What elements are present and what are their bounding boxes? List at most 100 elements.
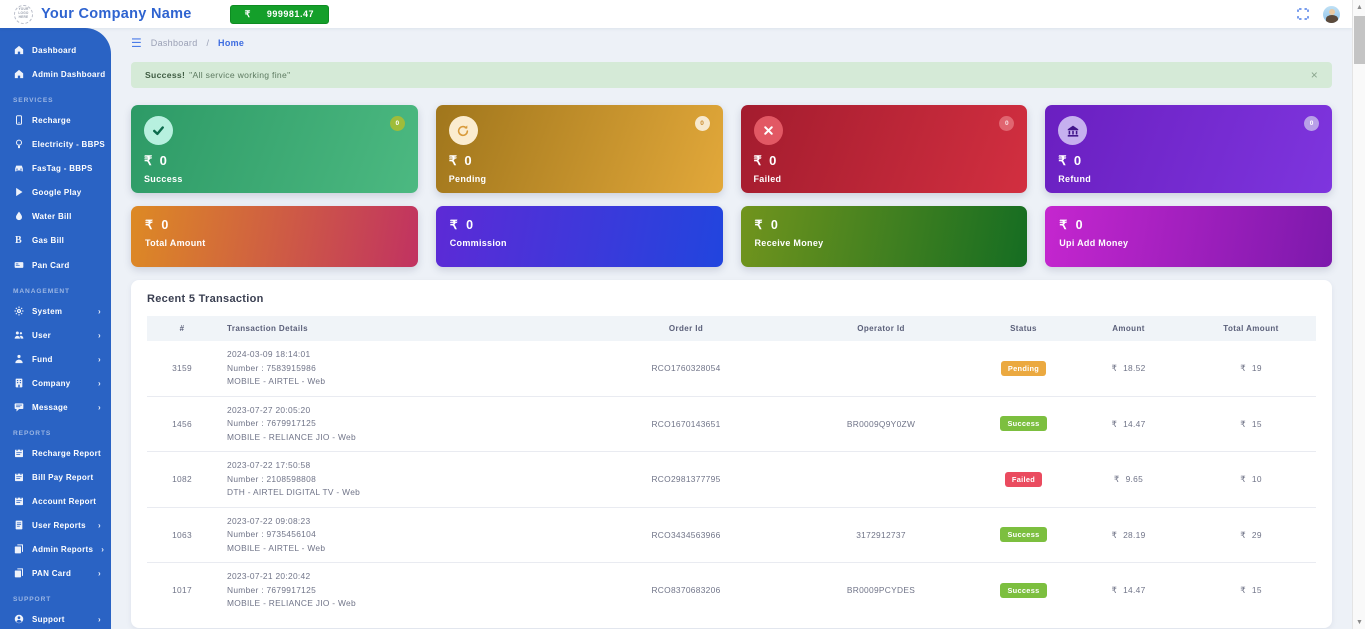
wallet-balance-value: 999981.47 [266, 9, 314, 19]
sidebar-item-water-bill[interactable]: Water Bill [0, 204, 111, 228]
amount-number: 14.47 [1123, 418, 1146, 429]
total-number: 29 [1251, 529, 1262, 540]
column-header-order-id: Order Id [668, 324, 704, 333]
stat-count-badge: 0 [694, 116, 710, 131]
amount-cards-row: ₹0 Total Amount ₹0 Commission ₹0 Receive Mone… [131, 206, 1332, 267]
sidebar-item-support[interactable]: Support › [0, 607, 111, 629]
alert-title: Success! [145, 70, 186, 80]
chevron-right-icon: › [98, 520, 101, 530]
amount-number: 0 [466, 218, 474, 232]
stat-amount: 0 [769, 153, 777, 168]
scrollbar-thumb[interactable] [1354, 16, 1365, 64]
bulb-icon [13, 139, 24, 149]
rupee-symbol: ₹ [1240, 474, 1246, 485]
sidebar-item-message[interactable]: Message › [0, 395, 111, 419]
sidebar-item-fund[interactable]: Fund › [0, 347, 111, 371]
refresh-icon [448, 116, 478, 145]
sidebar-item-label: Admin Reports [32, 544, 94, 554]
sidebar-item-label: Electricity - BBPS [32, 139, 105, 149]
stat-amount: 0 [1073, 153, 1082, 168]
amount-card-total-amount[interactable]: ₹0 Total Amount [131, 206, 418, 267]
sidebar-item-recharge[interactable]: Recharge [0, 108, 111, 132]
scroll-down-icon[interactable]: ▼ [1356, 618, 1363, 626]
status-badge: Success [1000, 527, 1047, 543]
sidebar-item-pan-card[interactable]: Pan Card [0, 253, 111, 277]
user-avatar[interactable] [1323, 5, 1340, 23]
stat-card-success[interactable]: 0 ₹0 Success [131, 105, 418, 193]
sidebar-item-fastag-bbps[interactable]: FasTag - BBPS [0, 156, 111, 180]
sidebar-item-system[interactable]: System › [0, 299, 111, 323]
amount-card-commission[interactable]: ₹0 Commission [435, 206, 723, 267]
scroll-up-icon[interactable]: ▲ [1356, 3, 1363, 11]
amount-value: ₹0 [145, 217, 404, 232]
sidebar-item-label: Fund [32, 354, 53, 364]
cell-amount: ₹14.47 [1071, 563, 1186, 618]
amount-money: ₹9.65 [1114, 474, 1143, 484]
sidebar-item-google-play[interactable]: Google Play [0, 180, 111, 204]
browser-scrollbar[interactable]: ▲ ▼ [1352, 0, 1365, 629]
cell-status: Failed [976, 451, 1071, 508]
stat-card-pending[interactable]: 0 ₹0 Pending [435, 105, 723, 193]
menu-toggle-icon[interactable]: ☰ [131, 36, 142, 50]
sidebar-item-label: Message [32, 402, 68, 412]
amount-card-receive-money[interactable]: ₹0 Receive Money [740, 206, 1028, 267]
amount-label: Commission [449, 238, 507, 248]
breadcrumb-current[interactable]: Home [218, 38, 245, 48]
sidebar-item-user[interactable]: User › [0, 323, 111, 347]
amount-card-upi-add-money[interactable]: ₹0 Upi Add Money [1045, 206, 1332, 267]
column-header-status: Status [1010, 324, 1037, 333]
sidebar-item-admin-dashboard[interactable]: Admin Dashboard [0, 62, 111, 86]
amount-money: ₹18.52 [1111, 363, 1145, 373]
column-header-: # [179, 324, 185, 333]
rupee-symbol: ₹ [1058, 153, 1067, 168]
total-money: ₹19 [1240, 363, 1262, 373]
rupee-symbol: ₹ [1111, 418, 1118, 429]
stat-cards-row: 0 ₹0 Success 0 ₹0 Pending 0 ₹0 Failed 0 ₹0 Refund [131, 105, 1332, 193]
stat-card-refund[interactable]: 0 ₹0 Refund [1045, 105, 1332, 193]
detail-line: MOBILE - RELIANCE JIO - Web [227, 431, 356, 442]
amount-value: ₹0 [450, 217, 709, 232]
recent-transactions-card: Recent 5 Transaction # Transaction Detail… [131, 280, 1332, 628]
sidebar-item-admin-reports[interactable]: Admin Reports › [0, 537, 111, 561]
report-icon [13, 496, 24, 506]
rupee-symbol: ₹ [1113, 474, 1120, 485]
cell-order-id: RCO8370683206 [651, 585, 721, 596]
copy-icon [13, 568, 24, 578]
sidebar-item-account-report[interactable]: Account Report [0, 489, 111, 513]
table-row: 1082 2023-07-22 17:50:58 Number : 21085988… [147, 451, 1316, 508]
sidebar-item-label: Water Bill [32, 211, 72, 221]
sidebar-item-pan-card[interactable]: PAN Card › [0, 561, 111, 585]
sidebar-item-electricity-bbps[interactable]: Electricity - BBPS [0, 132, 111, 156]
stat-label: Pending [448, 174, 487, 184]
sidebar-item-label: Dashboard [32, 45, 77, 55]
fullscreen-icon[interactable] [1295, 6, 1311, 22]
wallet-balance-badge[interactable]: ₹ 999981.47 [229, 4, 329, 24]
card-icon [13, 260, 24, 270]
cell-total-amount: ₹15 [1186, 563, 1316, 618]
sidebar-item-company[interactable]: Company › [0, 371, 111, 395]
sidebar-item-dashboard[interactable]: Dashboard [0, 38, 111, 62]
sidebar-item-user-reports[interactable]: User Reports › [0, 513, 111, 537]
breadcrumb-section[interactable]: Dashboard [150, 38, 198, 48]
detail-line: DTH - AIRTEL DIGITAL TV - Web [227, 487, 361, 497]
cell-transaction-details: 2023-07-27 20:05:20 Number : 7679917125 MO… [217, 396, 586, 452]
stat-count-badge: 0 [1304, 116, 1319, 131]
sidebar-item-bill-pay-report[interactable]: Bill Pay Report [0, 465, 111, 489]
alert-close-icon[interactable]: × [1310, 68, 1318, 82]
rupee-symbol: ₹ [1111, 585, 1118, 596]
cell-operator-id [786, 451, 976, 508]
rupee-symbol: ₹ [1111, 529, 1118, 540]
amount-number: 9.65 [1125, 474, 1144, 485]
chevron-right-icon: › [98, 306, 101, 316]
total-money: ₹15 [1240, 585, 1262, 595]
breadcrumb-separator: / [206, 38, 210, 48]
sidebar-item-recharge-report[interactable]: Recharge Report [0, 441, 111, 465]
stat-card-failed[interactable]: 0 ₹0 Failed [740, 105, 1028, 193]
cell-total-amount: ₹19 [1186, 341, 1316, 397]
detail-line: 2023-07-27 20:05:20 [227, 404, 311, 415]
table-row: 3159 2024-03-09 18:14:01 Number : 75839159… [147, 341, 1316, 397]
cross-icon [753, 116, 783, 145]
column-header-operator-id: Operator Id [857, 324, 905, 333]
sidebar-item-gas-bill[interactable]: B Gas Bill [0, 228, 111, 253]
report-icon [13, 472, 24, 482]
